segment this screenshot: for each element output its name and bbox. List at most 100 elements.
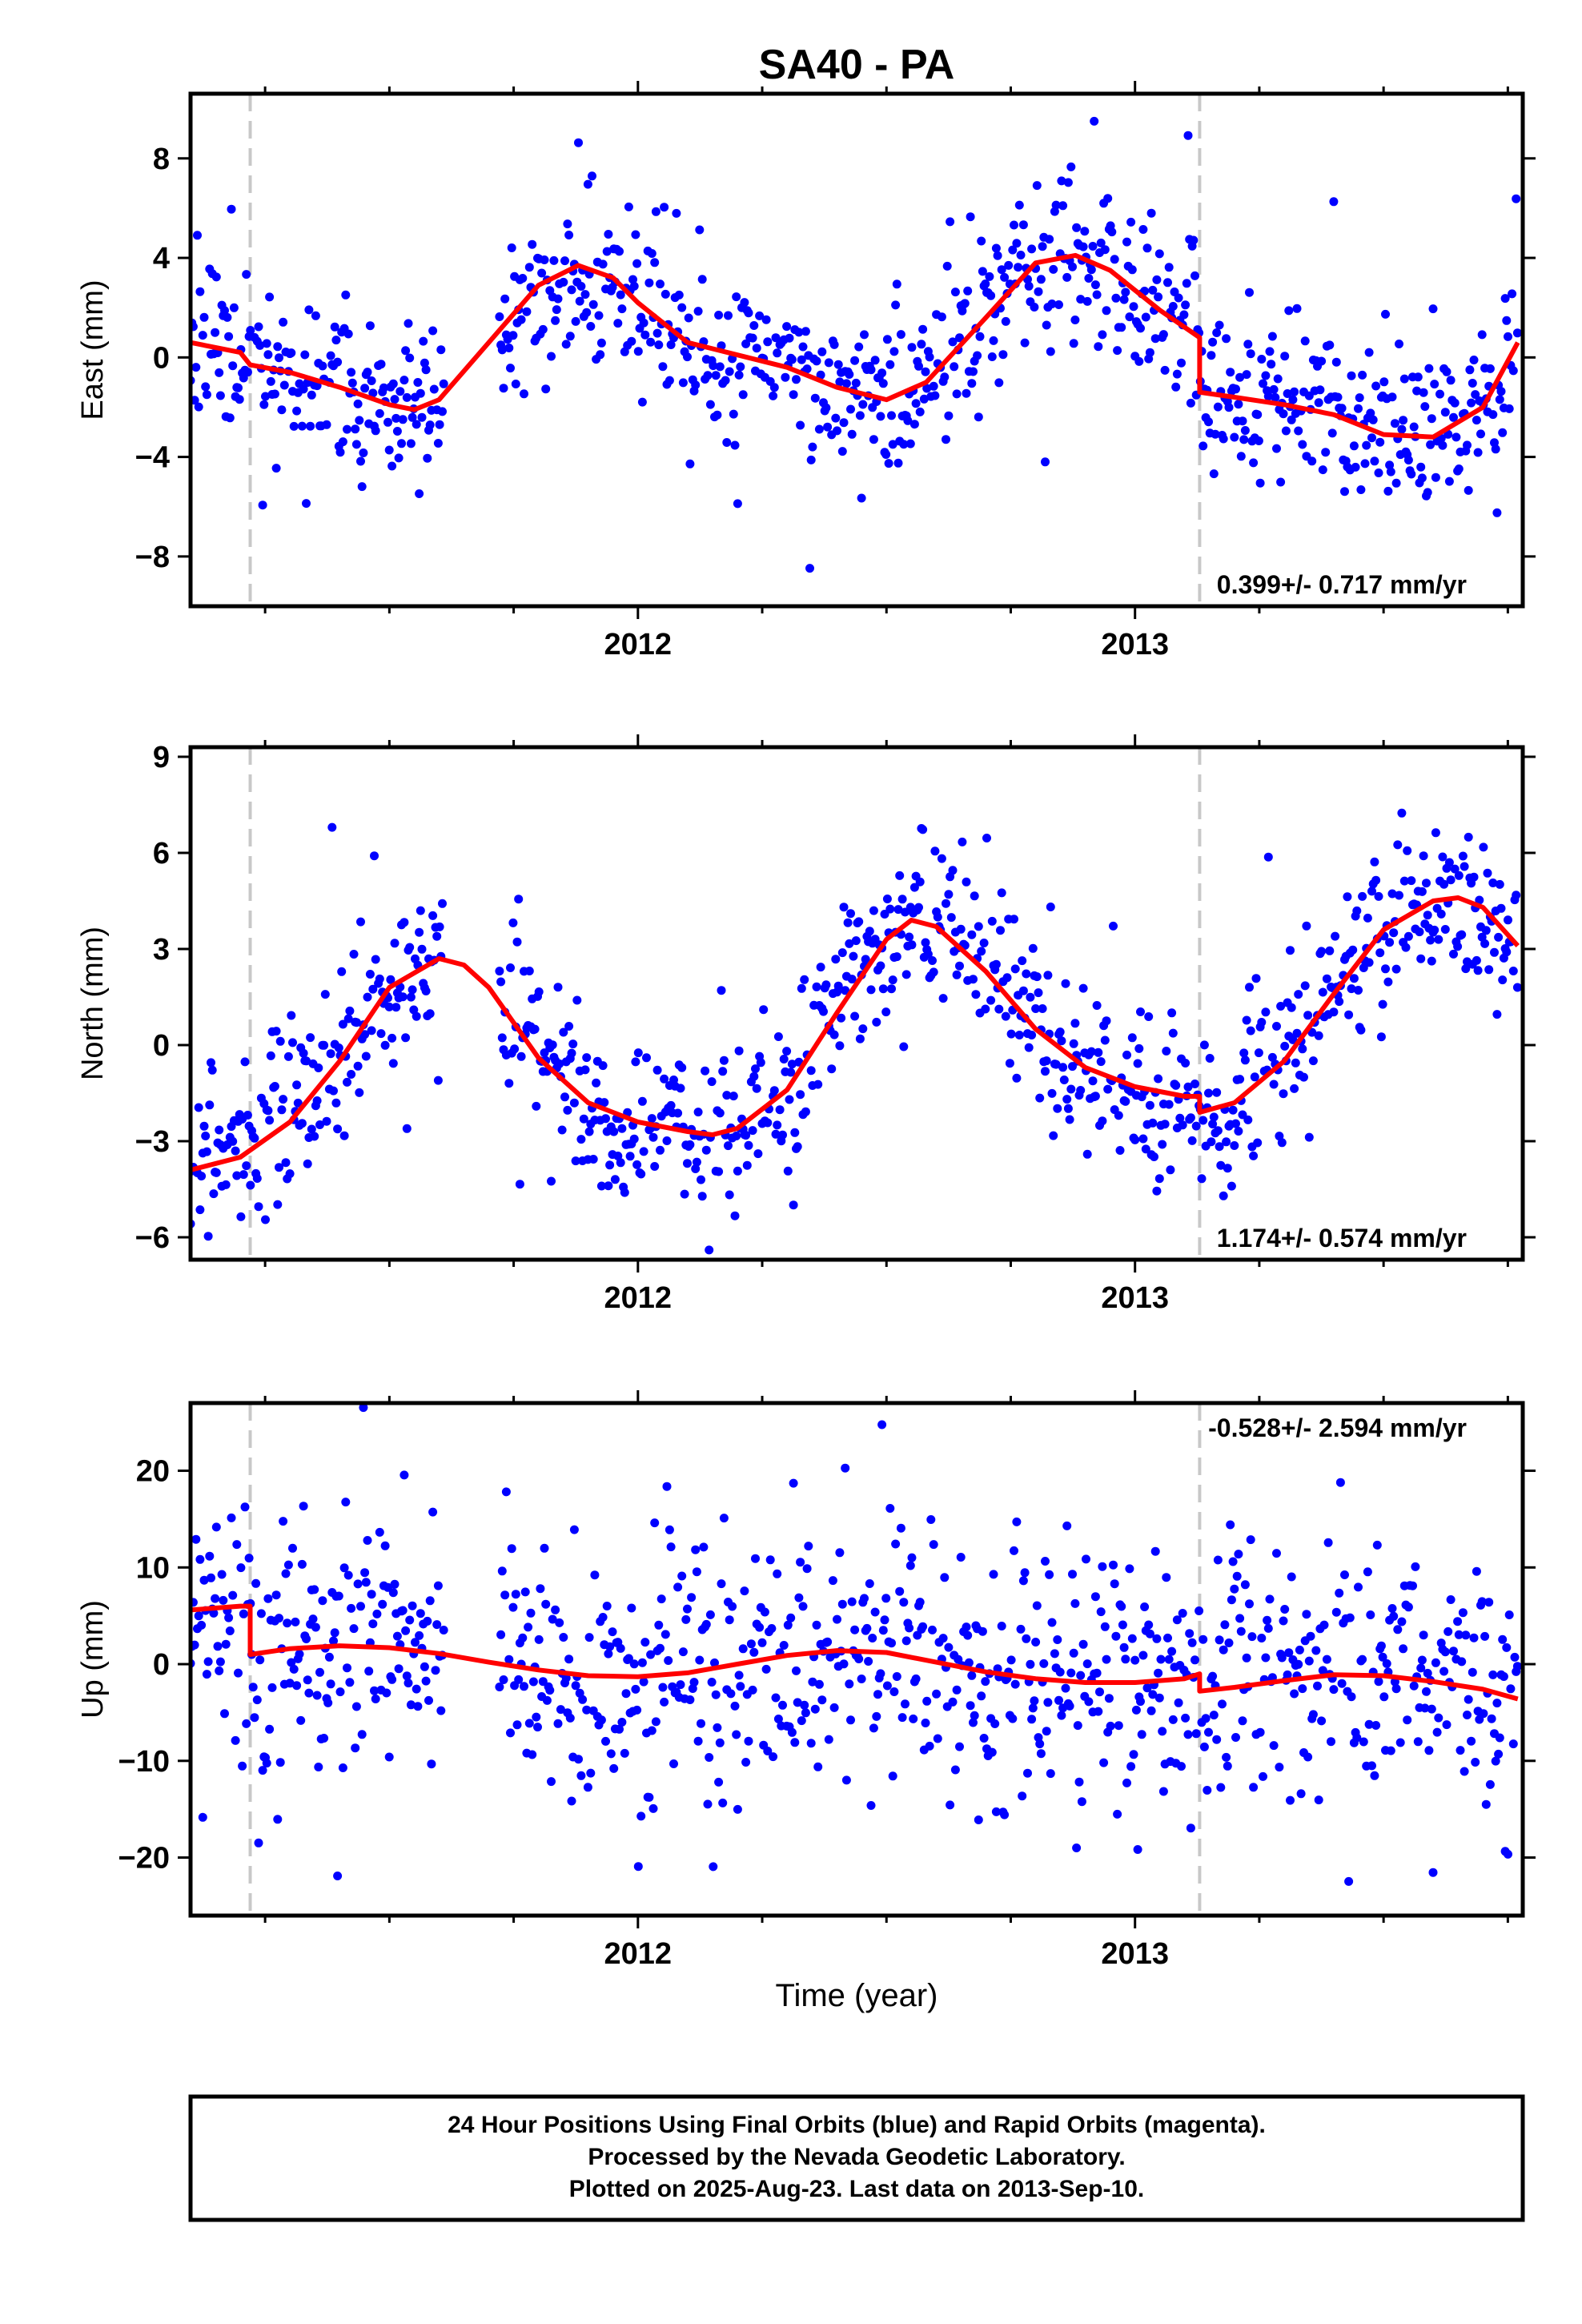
data-point — [1235, 372, 1245, 382]
panel-frame — [188, 1401, 1525, 1918]
data-point — [970, 891, 979, 901]
data-point — [1113, 346, 1122, 356]
data-point — [391, 413, 401, 423]
model-curve — [191, 252, 1520, 440]
data-point — [1053, 1104, 1062, 1113]
data-point — [705, 400, 715, 409]
data-point — [1375, 948, 1385, 958]
data-point — [632, 1705, 642, 1715]
data-point — [246, 1180, 255, 1190]
data-point — [666, 1542, 676, 1552]
data-point — [850, 1011, 860, 1021]
data-point — [1431, 1658, 1440, 1667]
data-point — [1473, 966, 1483, 975]
data-point — [967, 930, 977, 939]
data-point — [1234, 1550, 1243, 1559]
data-point — [507, 1544, 516, 1554]
data-point — [1001, 316, 1010, 326]
data-point — [520, 389, 528, 399]
data-point — [888, 1771, 897, 1781]
data-point — [732, 1730, 741, 1739]
data-point — [270, 1082, 279, 1091]
data-point — [998, 350, 1008, 360]
data-point — [647, 1726, 656, 1735]
data-point — [1512, 328, 1522, 338]
data-point — [866, 1801, 876, 1810]
data-point — [882, 895, 892, 903]
data-point — [1279, 409, 1288, 419]
data-point — [1195, 1606, 1204, 1615]
data-point — [891, 1539, 901, 1549]
data-point — [1381, 309, 1390, 319]
data-point — [915, 877, 925, 887]
data-point — [705, 1245, 714, 1255]
data-point — [1069, 1648, 1078, 1658]
data-point — [1391, 478, 1401, 488]
data-point — [1403, 846, 1412, 855]
data-point — [1412, 386, 1422, 396]
data-point — [281, 1158, 291, 1168]
data-point — [946, 1800, 955, 1810]
data-point — [436, 345, 446, 355]
data-point — [375, 408, 384, 418]
data-point — [504, 344, 514, 352]
data-point — [537, 268, 547, 278]
data-point — [986, 291, 996, 300]
data-point — [1122, 237, 1131, 247]
data-point — [1035, 1739, 1045, 1749]
data-point — [1129, 1750, 1138, 1759]
data-point — [1504, 404, 1514, 413]
data-point — [1150, 1546, 1160, 1556]
data-point — [433, 439, 443, 448]
data-point — [1005, 1059, 1014, 1068]
data-point — [928, 956, 937, 965]
data-point — [1215, 320, 1224, 330]
data-point — [1027, 244, 1037, 254]
data-point — [929, 967, 938, 977]
data-point — [1030, 1696, 1039, 1706]
data-point — [730, 1211, 740, 1220]
data-point — [1163, 278, 1172, 287]
data-point — [1272, 1022, 1281, 1031]
data-point — [265, 1116, 275, 1125]
data-point — [711, 1690, 721, 1699]
data-point — [215, 368, 224, 377]
data-point — [1259, 379, 1267, 388]
y-tick-label: −4 — [135, 441, 170, 475]
data-point — [423, 453, 432, 463]
data-point — [967, 1671, 977, 1680]
data-point — [341, 1498, 351, 1507]
y-tick-label: 9 — [153, 741, 170, 774]
data-point — [956, 924, 966, 934]
data-point — [734, 1671, 744, 1680]
data-point — [697, 275, 707, 284]
data-point — [388, 379, 398, 388]
data-point — [1446, 875, 1456, 885]
data-point — [858, 400, 868, 409]
data-point — [556, 1705, 565, 1715]
data-point — [524, 967, 534, 975]
data-point — [1154, 249, 1164, 259]
data-point — [404, 1679, 413, 1688]
data-point — [415, 1630, 424, 1640]
data-point — [1179, 310, 1189, 320]
data-point — [368, 1619, 378, 1629]
data-point — [375, 1527, 384, 1537]
data-point — [299, 1048, 308, 1058]
data-point — [1491, 444, 1500, 454]
data-point — [227, 1513, 236, 1522]
data-point — [1283, 389, 1292, 398]
data-point — [1026, 992, 1035, 1002]
data-point — [1158, 330, 1168, 340]
data-point — [761, 315, 771, 324]
data-point — [631, 230, 640, 239]
data-point — [639, 1677, 648, 1687]
data-point — [1032, 972, 1042, 982]
data-point — [644, 278, 654, 287]
data-point — [1008, 245, 1018, 255]
data-point — [327, 822, 337, 832]
data-point — [1403, 456, 1413, 464]
data-point — [330, 1628, 339, 1638]
data-point — [1401, 943, 1411, 952]
data-point — [962, 877, 971, 887]
